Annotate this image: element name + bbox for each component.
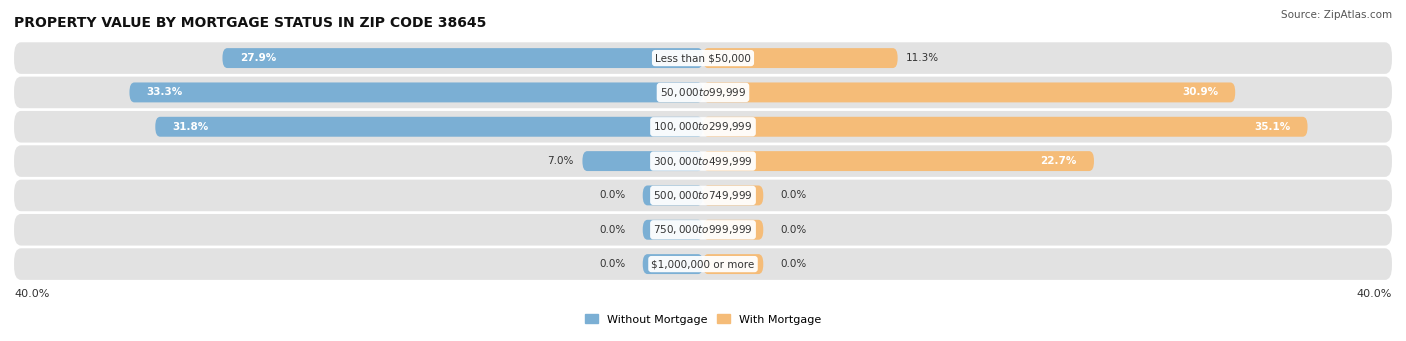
Text: $100,000 to $299,999: $100,000 to $299,999 — [654, 120, 752, 133]
Text: 0.0%: 0.0% — [599, 190, 626, 201]
FancyBboxPatch shape — [703, 48, 897, 68]
Text: Source: ZipAtlas.com: Source: ZipAtlas.com — [1281, 10, 1392, 20]
FancyBboxPatch shape — [14, 42, 1392, 74]
FancyBboxPatch shape — [703, 117, 1308, 137]
Text: $750,000 to $999,999: $750,000 to $999,999 — [654, 223, 752, 236]
FancyBboxPatch shape — [703, 220, 763, 240]
FancyBboxPatch shape — [643, 186, 703, 205]
Text: $500,000 to $749,999: $500,000 to $749,999 — [654, 189, 752, 202]
FancyBboxPatch shape — [14, 77, 1392, 108]
FancyBboxPatch shape — [703, 151, 1094, 171]
FancyBboxPatch shape — [14, 111, 1392, 143]
Text: 11.3%: 11.3% — [907, 53, 939, 63]
FancyBboxPatch shape — [703, 186, 763, 205]
Text: 40.0%: 40.0% — [14, 289, 49, 299]
Text: $300,000 to $499,999: $300,000 to $499,999 — [654, 154, 752, 167]
FancyBboxPatch shape — [14, 214, 1392, 246]
FancyBboxPatch shape — [643, 254, 703, 274]
FancyBboxPatch shape — [155, 117, 703, 137]
Text: 7.0%: 7.0% — [547, 156, 574, 166]
Text: 31.8%: 31.8% — [173, 122, 208, 132]
FancyBboxPatch shape — [14, 180, 1392, 211]
Text: 30.9%: 30.9% — [1182, 87, 1218, 98]
Text: 0.0%: 0.0% — [780, 259, 807, 269]
Text: PROPERTY VALUE BY MORTGAGE STATUS IN ZIP CODE 38645: PROPERTY VALUE BY MORTGAGE STATUS IN ZIP… — [14, 16, 486, 30]
Text: 22.7%: 22.7% — [1040, 156, 1077, 166]
Text: 33.3%: 33.3% — [146, 87, 183, 98]
Text: 0.0%: 0.0% — [599, 259, 626, 269]
Text: 27.9%: 27.9% — [239, 53, 276, 63]
FancyBboxPatch shape — [14, 248, 1392, 280]
Text: $1,000,000 or more: $1,000,000 or more — [651, 259, 755, 269]
FancyBboxPatch shape — [222, 48, 703, 68]
Text: 0.0%: 0.0% — [780, 190, 807, 201]
Legend: Without Mortgage, With Mortgage: Without Mortgage, With Mortgage — [581, 310, 825, 329]
FancyBboxPatch shape — [643, 220, 703, 240]
Text: 0.0%: 0.0% — [780, 225, 807, 235]
FancyBboxPatch shape — [14, 145, 1392, 177]
Text: 35.1%: 35.1% — [1254, 122, 1291, 132]
Text: 0.0%: 0.0% — [599, 225, 626, 235]
Text: $50,000 to $99,999: $50,000 to $99,999 — [659, 86, 747, 99]
FancyBboxPatch shape — [703, 83, 1236, 102]
FancyBboxPatch shape — [582, 151, 703, 171]
Text: Less than $50,000: Less than $50,000 — [655, 53, 751, 63]
FancyBboxPatch shape — [703, 254, 763, 274]
FancyBboxPatch shape — [129, 83, 703, 102]
Text: 40.0%: 40.0% — [1357, 289, 1392, 299]
